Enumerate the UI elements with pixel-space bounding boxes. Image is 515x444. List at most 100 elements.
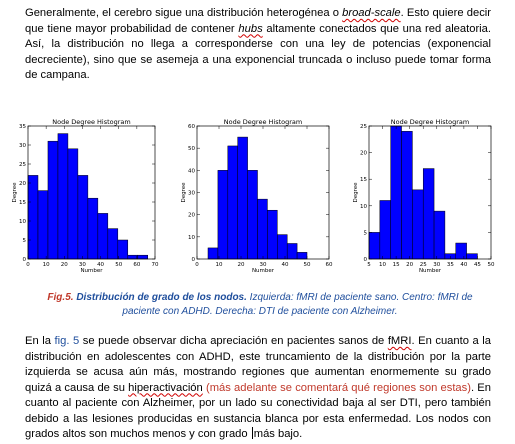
x-tick-label: 20 (238, 262, 245, 268)
chart-title: Node Degree Histogram (391, 118, 469, 126)
x-tick-label: 40 (97, 262, 104, 268)
x-tick-label: 5 (367, 262, 371, 268)
y-tick-label: 5 (23, 238, 27, 244)
y-tick-label: 35 (19, 124, 26, 130)
histogram-bar (466, 253, 478, 260)
y-axis-label: Degree (353, 182, 359, 203)
y-tick-label: 30 (188, 191, 195, 197)
y-tick-label: 25 (360, 124, 367, 130)
histogram-healthy-fmri: 0 10 20 30 40 50 60 70 0 5 10 15 20 25 30 35 Node Degree… (12, 118, 159, 274)
text-cursor (251, 427, 253, 439)
histogram-bar (267, 209, 278, 260)
hiperactivacion-term: hiperactivación (128, 381, 203, 394)
y-tick-label: 60 (188, 124, 195, 130)
histogram-bar (117, 239, 129, 260)
histogram-bar (227, 145, 238, 260)
y-tick-label: 0 (23, 257, 27, 263)
histogram-bar (137, 254, 148, 260)
histogram-bar (97, 213, 109, 260)
x-tick-label: 25 (420, 262, 427, 268)
histogram-bar (296, 252, 308, 260)
y-tick-label: 50 (188, 146, 195, 152)
histogram-bar (67, 148, 79, 260)
histogram-bar (368, 232, 381, 260)
x-tick-label: 35 (447, 262, 454, 268)
histogram-bar (286, 243, 298, 260)
x-tick-label: 30 (79, 262, 86, 268)
x-tick-label: 0 (195, 262, 199, 268)
x-tick-label: 50 (115, 262, 122, 268)
histogram-bar (207, 247, 219, 260)
x-axis-label: Number (252, 268, 275, 274)
figure-label: Fig.5. (47, 292, 74, 303)
y-axis-label: Degree (181, 182, 187, 203)
histogram-adhd-fmri: 0 10 20 30 40 50 60 0 10 20 30 40 50 60 Node Degree Hi… (181, 118, 333, 274)
plot-frame (368, 125, 492, 260)
x-tick-label: 10 (216, 262, 223, 268)
y-axis-label: Degree (12, 182, 18, 203)
x-axis-label: Number (419, 268, 442, 274)
histogram-bar (277, 234, 288, 260)
plot-frame (27, 125, 156, 260)
figure-title: Distribución de grado de los nodos. (73, 292, 247, 303)
y-tick-label: 30 (19, 143, 26, 149)
histogram-bar (47, 140, 59, 260)
y-tick-label: 10 (19, 219, 26, 225)
y-tick-label: 15 (360, 177, 367, 183)
fmri-term: fMRI (387, 335, 412, 347)
y-tick-label: 20 (188, 213, 195, 219)
y-tick-label: 0 (364, 257, 368, 263)
x-tick-label: 15 (393, 262, 400, 268)
intro-paragraph: Generalmente, el cerebro sigue una distr… (25, 7, 491, 81)
histogram-bar (412, 189, 424, 260)
histogram-bar (379, 200, 391, 260)
y-tick-label: 20 (360, 151, 367, 157)
y-tick-label: 40 (188, 168, 195, 174)
x-tick-label: 50 (488, 262, 495, 268)
discussion-paragraph: En la fig. 5 se puede observar dicha apr… (25, 335, 491, 440)
x-tick-label: 45 (474, 262, 481, 268)
x-tick-label: 0 (26, 262, 30, 268)
histogram-bar (37, 190, 49, 260)
histogram-bar (247, 170, 258, 260)
y-tick-label: 10 (360, 204, 367, 210)
x-tick-label: 70 (152, 262, 159, 268)
histogram-bar (27, 175, 39, 260)
x-tick-label: 30 (260, 262, 267, 268)
broad-scale-term: broad-scale (342, 7, 401, 19)
y-tick-label: 25 (19, 162, 26, 168)
histogram-bar (107, 228, 119, 260)
hubs-term: hubs (238, 22, 263, 35)
histogram-bar (257, 198, 268, 260)
histogram-bar (127, 254, 139, 260)
histogram-bar (422, 168, 435, 260)
histogram-bar (57, 133, 69, 260)
y-tick-label: 5 (364, 230, 368, 236)
histogram-bar (401, 131, 413, 260)
histogram-bar (390, 125, 402, 260)
histogram-bar (217, 170, 229, 260)
note-text: (más adelante se comentará qué regiones … (202, 381, 471, 394)
x-tick-label: 10 (379, 262, 386, 268)
x-tick-label: 60 (133, 262, 140, 268)
figure-caption: Fig.5. Distribución de grado de los nodo… (45, 291, 475, 319)
x-tick-label: 30 (433, 262, 440, 268)
y-tick-label: 10 (188, 235, 195, 241)
figure-reference-link[interactable]: fig. 5 (54, 335, 80, 347)
histogram-bar (433, 210, 446, 260)
y-tick-label: 15 (19, 200, 26, 206)
histogram-bar (87, 197, 99, 260)
histogram-bar (237, 136, 248, 260)
x-tick-label: 50 (304, 262, 311, 268)
y-tick-label: 20 (19, 181, 26, 187)
figure-description: Izquierda: fMRI de paciente sano. Centro… (122, 292, 473, 317)
x-tick-label: 60 (326, 262, 333, 268)
y-tick-label: 0 (192, 257, 196, 263)
x-axis-label: Number (80, 268, 103, 274)
x-tick-label: 40 (282, 262, 289, 268)
histogram-bar (77, 175, 89, 260)
x-tick-label: 10 (43, 262, 50, 268)
x-tick-label: 40 (460, 262, 467, 268)
x-tick-label: 20 (406, 262, 413, 268)
